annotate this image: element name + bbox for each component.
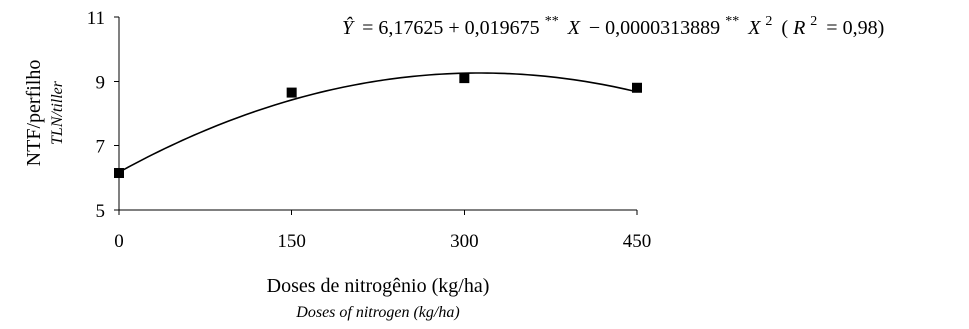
y-axis-subtitle: TLN/tiller	[49, 80, 66, 145]
y-tick-label: 9	[96, 72, 106, 93]
eq-r: R	[792, 17, 805, 39]
eq-sig-1: **	[545, 14, 559, 29]
x-tick-marks	[118, 210, 638, 215]
data-point	[459, 73, 470, 84]
x-tick-label: 300	[450, 231, 479, 252]
eq-exp: 2	[765, 14, 772, 29]
x-axis-subtitle: Doses of nitrogen (kg/ha)	[295, 304, 459, 321]
eq-r-exp: 2	[810, 14, 817, 29]
y-tick-label: 11	[87, 8, 105, 29]
x-axis-title: Doses de nitrogênio (kg/ha)	[267, 275, 490, 297]
y-axis-title-group: NTF/perfilho	[23, 60, 45, 167]
eq-yhat: Ŷ	[342, 16, 355, 39]
eq-r-open: (	[781, 17, 788, 39]
x-tick-label: 450	[623, 231, 652, 252]
y-axis-subtitle-group: TLN/tiller	[49, 80, 66, 145]
y-tick-marks	[114, 16, 119, 211]
eq-x-2: X	[747, 17, 761, 39]
regression-equation: Ŷ = 6,17625 + 0,019675 ** X − 0,00003138…	[342, 8, 884, 39]
y-tick-label: 5	[96, 201, 106, 222]
data-points	[114, 73, 642, 179]
data-point	[632, 82, 642, 93]
y-axis-title: NTF/perfilho	[23, 60, 45, 167]
eq-x-1: X	[567, 17, 581, 39]
data-point	[114, 168, 124, 179]
data-point	[286, 87, 297, 98]
y-tick-labels: 5 7 9 11	[87, 8, 105, 222]
eq-r-value: = 0,98)	[826, 17, 884, 39]
x-tick-label: 0	[114, 231, 124, 252]
x-tick-label: 150	[277, 231, 306, 252]
eq-sig-2: **	[725, 14, 739, 29]
fit-curve	[118, 72, 638, 173]
eq-part-2: − 0,0000313889	[589, 17, 720, 39]
eq-part-1: = 6,17625 + 0,019675	[362, 17, 540, 39]
y-tick-label: 7	[96, 137, 106, 158]
x-tick-labels: 0 150 300 450	[114, 231, 651, 252]
